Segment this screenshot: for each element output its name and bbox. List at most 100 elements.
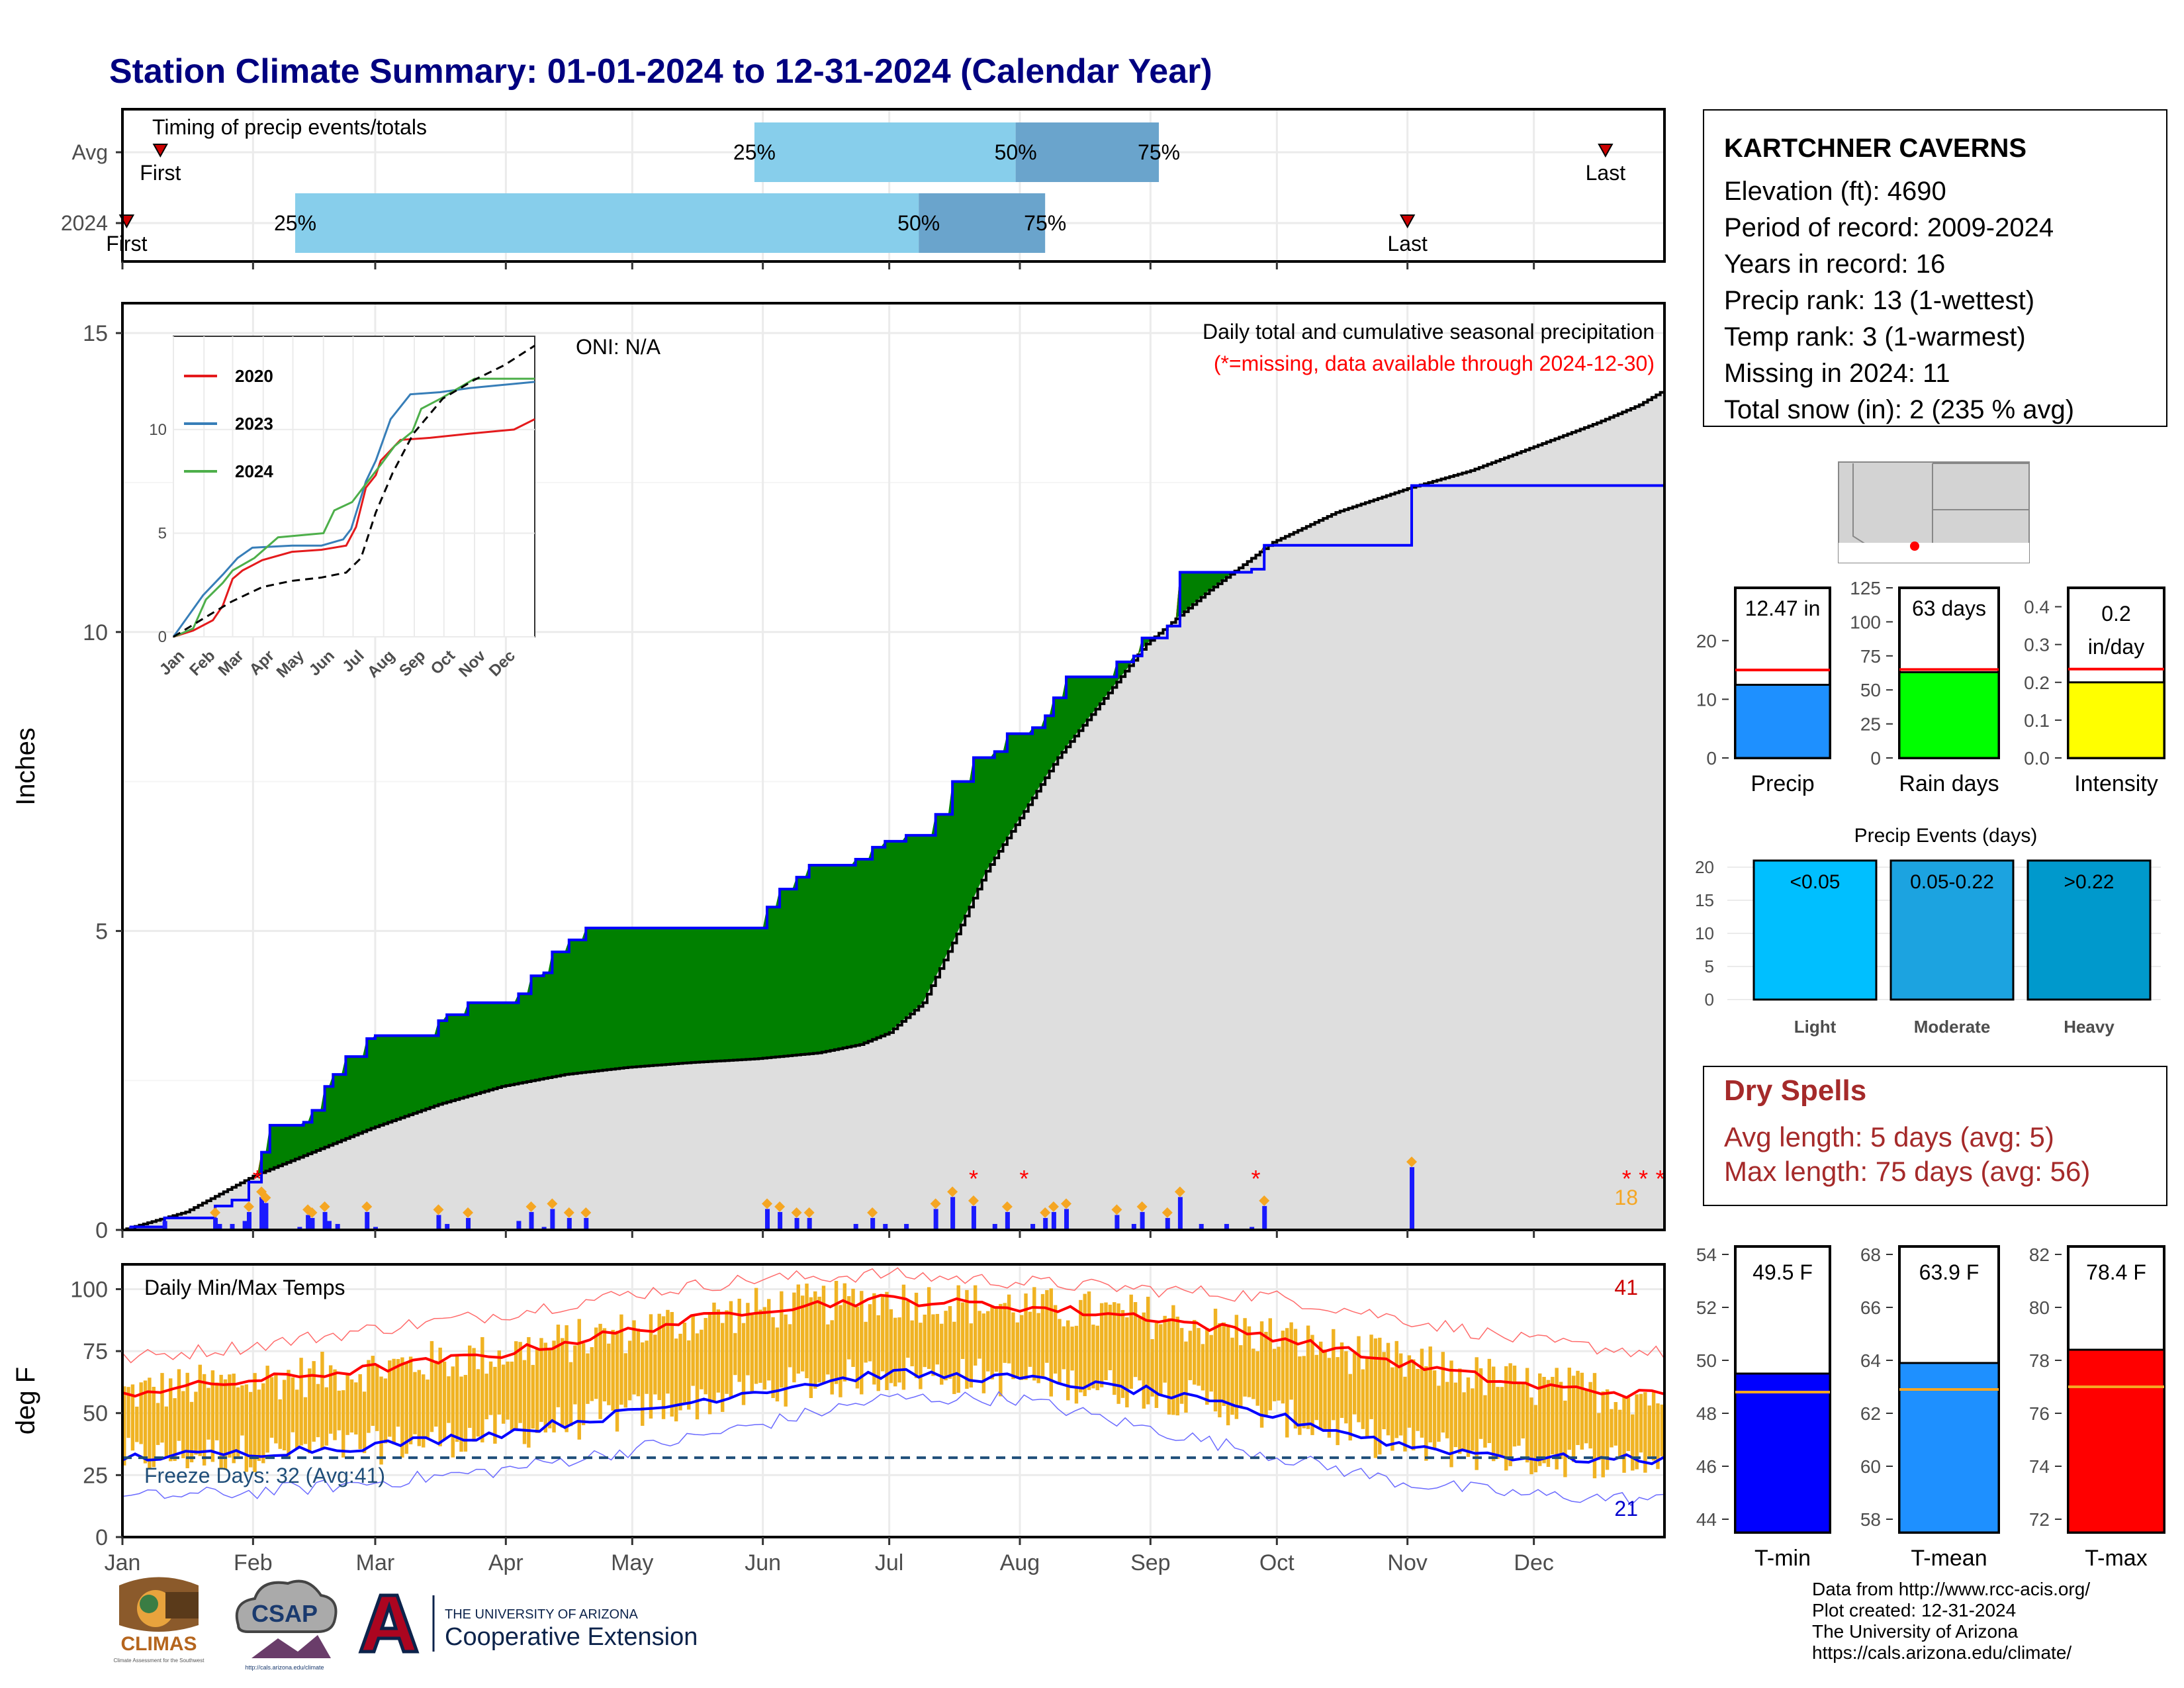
daily-temp-bar (1188, 1331, 1193, 1380)
daily-temp-bar (261, 1383, 265, 1464)
daily-temp-bar (978, 1311, 981, 1359)
daily-temp-bar (1610, 1409, 1614, 1448)
daily-temp-bar (1192, 1319, 1197, 1385)
temps-y-tick-label: 50 (83, 1401, 108, 1427)
daily-temp-bar (893, 1317, 897, 1387)
daily-temp-bar (375, 1364, 379, 1431)
daily-temp-bar (623, 1353, 627, 1408)
daily-temp-bar (716, 1309, 721, 1393)
daily-temp-bar (1601, 1391, 1605, 1477)
cum-2024-line (122, 484, 1664, 1231)
daily-temp-bar (1120, 1310, 1125, 1398)
tsummary-y-tick-label: 44 (1696, 1509, 1717, 1530)
event-category-label: Light (1794, 1017, 1837, 1037)
daily-temp-bar (1007, 1294, 1011, 1364)
daily-temp-bar (800, 1295, 805, 1372)
daily-temp-bar (817, 1296, 821, 1383)
daily-temp-bar (379, 1376, 383, 1465)
credit-data-source: Data from http://www.rcc-acis.org/ (1812, 1579, 2091, 1599)
daily-precip-bar (230, 1223, 235, 1230)
daily-temp-bar (973, 1285, 978, 1366)
daily-temp-bar (1555, 1368, 1559, 1470)
daily-temp-bar (1218, 1323, 1222, 1418)
daily-temp-bar (746, 1303, 750, 1376)
daily-temp-bar (501, 1364, 506, 1424)
daily-temp-bar (809, 1297, 813, 1398)
month-label: Jan (105, 1550, 141, 1575)
cum-average-area (122, 389, 1664, 1230)
daily-temp-bar (1154, 1323, 1159, 1408)
daily-precip-bar (436, 1215, 441, 1230)
daily-temp-bar (1243, 1318, 1247, 1397)
daily-temp-bar (206, 1387, 210, 1440)
timing-label-first: First (106, 232, 147, 256)
daily-temp-bar (1487, 1358, 1492, 1443)
missing-marker: * (253, 1165, 262, 1192)
daily-temp-bar (1398, 1353, 1403, 1436)
snow-marker (968, 1195, 979, 1206)
daily-temp-bar (497, 1350, 501, 1415)
tsummary-y-tick-label: 52 (1696, 1297, 1717, 1318)
cum-y-tick-label: 5 (95, 919, 108, 944)
event-bar-light (1752, 859, 1878, 1001)
daily-temp-bar (1318, 1341, 1323, 1430)
daily-temp-bar (169, 1378, 173, 1462)
daily-temp-bar (358, 1374, 362, 1450)
daily-temp-bar (177, 1369, 181, 1441)
daily-precip-bar (1199, 1223, 1204, 1230)
events-y-tick-label: 0 (1705, 990, 1714, 1009)
daily-temp-bar (455, 1354, 459, 1442)
daily-temp-bar (122, 1386, 126, 1466)
snow-marker (803, 1207, 815, 1218)
daily-precip-bar (853, 1223, 858, 1230)
daily-temp-bar (1045, 1289, 1049, 1363)
snow-marker (867, 1207, 878, 1218)
station-precip-rank: Precip rank: 13 (1-wettest) (1724, 286, 2035, 315)
daily-temp-bar (1378, 1337, 1382, 1455)
daily-temp-bar (1416, 1369, 1420, 1431)
daily-temp-bar (1479, 1368, 1483, 1439)
daily-temp-bar (762, 1307, 767, 1390)
snow-marker (1259, 1195, 1270, 1206)
summary-y-tick-label: 0 (1706, 748, 1717, 769)
daily-temp-bar (1639, 1393, 1643, 1453)
daily-temp-bar (210, 1370, 215, 1462)
summary-bar-intensity (2067, 681, 2165, 759)
credits-block: Data from http://www.rcc-acis.org/ Plot … (1812, 1579, 2090, 1664)
summary-bar-precip (1734, 683, 1831, 759)
tsummary-y-tick-label: 76 (2029, 1403, 2050, 1424)
daily-temp-bar (1348, 1374, 1352, 1441)
daily-temp-bar (860, 1291, 864, 1395)
daily-temp-bar (1066, 1320, 1070, 1401)
daily-temp-bar (868, 1304, 872, 1362)
daily-temp-bar (156, 1403, 160, 1445)
daily-temp-bar (552, 1340, 556, 1432)
daily-temp-bar (468, 1345, 472, 1429)
timing-marker-last (1399, 214, 1416, 229)
summary-category-label: Precip (1751, 771, 1814, 796)
month-label: Sep (1130, 1550, 1171, 1575)
snow-marker (306, 1207, 318, 1218)
cum-y-tick-label: 10 (83, 620, 108, 645)
daily-temp-bar (362, 1391, 367, 1454)
snow-marker (1061, 1198, 1072, 1209)
daily-temp-bar (488, 1361, 493, 1415)
event-bar-label: 0.05-0.22 (1910, 871, 1994, 893)
daily-temp-bar (1563, 1400, 1567, 1477)
daily-temp-bar (1617, 1409, 1622, 1459)
daily-temp-bar (1525, 1368, 1529, 1463)
tsummary-category-label: T-min (1754, 1546, 1811, 1571)
daily-temp-bar (940, 1323, 944, 1385)
daily-temp-bar (1500, 1387, 1504, 1458)
ua-logo: THE UNIVERSITY OF ARIZONA Cooperative Ex… (357, 1592, 728, 1662)
daily-temp-bar (1003, 1303, 1007, 1363)
snow-marker (1406, 1156, 1418, 1168)
daily-precip-bar (242, 1221, 248, 1230)
daily-temp-bar (522, 1360, 527, 1444)
daily-temp-bar (948, 1306, 952, 1379)
credit-website: https://cals.arizona.edu/climate/ (1812, 1642, 2072, 1663)
inset-y-tick-label: 10 (149, 421, 167, 439)
daily-temp-bar (788, 1324, 792, 1368)
daily-temp-bar (1036, 1313, 1040, 1383)
